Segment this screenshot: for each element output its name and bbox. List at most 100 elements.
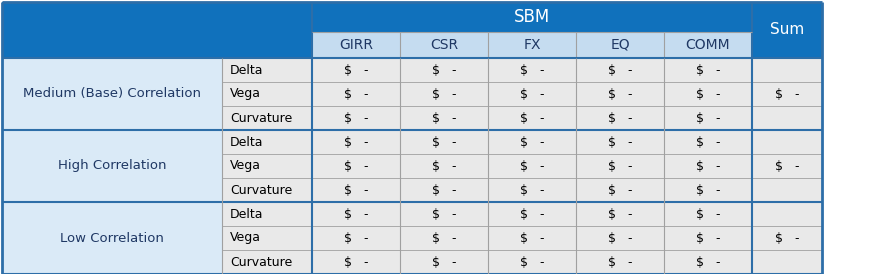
Bar	[400, 202, 488, 226]
Bar	[222, 154, 312, 178]
Bar	[2, 32, 312, 58]
Text: $   -: $ -	[432, 64, 457, 76]
Text: Delta: Delta	[230, 136, 263, 149]
Bar	[576, 106, 664, 130]
Bar	[2, 58, 222, 82]
Bar	[752, 82, 822, 106]
Text: $   -: $ -	[696, 64, 720, 76]
Bar	[2, 82, 222, 106]
Text: Medium (Base) Correlation: Medium (Base) Correlation	[23, 87, 201, 101]
Text: SBM: SBM	[514, 8, 550, 26]
Text: Vega: Vega	[230, 232, 261, 244]
Bar	[312, 82, 400, 106]
Bar	[664, 250, 752, 274]
Bar	[2, 106, 222, 130]
Text: Vega: Vega	[230, 87, 261, 101]
Text: $   -: $ -	[696, 112, 720, 124]
Text: High Correlation: High Correlation	[58, 159, 166, 173]
Text: $   -: $ -	[608, 232, 632, 244]
Bar	[488, 32, 576, 58]
Text: $   -: $ -	[696, 136, 720, 149]
Text: $   -: $ -	[696, 159, 720, 173]
Text: $   -: $ -	[608, 159, 632, 173]
Bar	[312, 226, 400, 250]
Bar	[576, 32, 664, 58]
Bar	[752, 226, 822, 250]
Text: $   -: $ -	[608, 112, 632, 124]
Bar	[664, 226, 752, 250]
Bar	[576, 58, 664, 82]
Bar	[2, 250, 222, 274]
Text: $   -: $ -	[520, 255, 545, 269]
Bar	[664, 32, 752, 58]
Bar	[752, 58, 822, 82]
Text: $   -: $ -	[608, 255, 632, 269]
Text: EQ: EQ	[611, 38, 630, 52]
Bar	[222, 202, 312, 226]
Text: $   -: $ -	[432, 184, 457, 196]
Bar	[222, 106, 312, 130]
Text: $   -: $ -	[696, 184, 720, 196]
Text: $   -: $ -	[344, 136, 368, 149]
Bar	[488, 250, 576, 274]
Bar	[752, 202, 822, 226]
Bar	[664, 130, 752, 154]
Bar	[752, 154, 822, 178]
Bar	[488, 178, 576, 202]
Text: $   -: $ -	[432, 207, 457, 221]
Bar	[400, 250, 488, 274]
Text: $   -: $ -	[344, 207, 368, 221]
Bar	[312, 2, 752, 32]
Text: CSR: CSR	[430, 38, 458, 52]
Text: $   -: $ -	[432, 87, 457, 101]
Bar	[312, 106, 400, 130]
Bar	[312, 130, 400, 154]
Bar	[488, 106, 576, 130]
Text: $   -: $ -	[775, 87, 799, 101]
Text: $   -: $ -	[608, 64, 632, 76]
Bar	[2, 202, 222, 226]
Bar	[488, 202, 576, 226]
Bar	[222, 178, 312, 202]
Text: Sum: Sum	[770, 22, 805, 38]
Text: $   -: $ -	[520, 112, 545, 124]
Text: $   -: $ -	[608, 136, 632, 149]
Bar	[2, 130, 222, 154]
Text: $   -: $ -	[432, 112, 457, 124]
Bar	[488, 154, 576, 178]
Bar	[576, 178, 664, 202]
Bar	[2, 154, 222, 178]
Bar	[222, 226, 312, 250]
Bar	[400, 226, 488, 250]
Bar	[2, 226, 222, 250]
Text: Delta: Delta	[230, 207, 263, 221]
Text: $   -: $ -	[520, 232, 545, 244]
Text: $   -: $ -	[608, 184, 632, 196]
Bar	[222, 82, 312, 106]
Bar	[488, 82, 576, 106]
Text: Vega: Vega	[230, 159, 261, 173]
Bar	[576, 154, 664, 178]
Bar	[488, 130, 576, 154]
Text: $   -: $ -	[520, 159, 545, 173]
Text: Delta: Delta	[230, 64, 263, 76]
Text: $   -: $ -	[608, 207, 632, 221]
Bar	[400, 82, 488, 106]
Bar	[752, 2, 822, 58]
Bar	[312, 250, 400, 274]
Bar	[400, 106, 488, 130]
Bar	[576, 250, 664, 274]
Text: $   -: $ -	[775, 232, 799, 244]
Text: $   -: $ -	[344, 255, 368, 269]
Text: FX: FX	[523, 38, 541, 52]
Bar	[752, 250, 822, 274]
Text: $   -: $ -	[344, 184, 368, 196]
Bar	[2, 178, 222, 202]
Bar	[312, 58, 400, 82]
Bar	[576, 130, 664, 154]
Text: $   -: $ -	[520, 136, 545, 149]
Text: $   -: $ -	[520, 87, 545, 101]
Text: $   -: $ -	[696, 232, 720, 244]
Text: Curvature: Curvature	[230, 184, 292, 196]
Bar	[400, 130, 488, 154]
